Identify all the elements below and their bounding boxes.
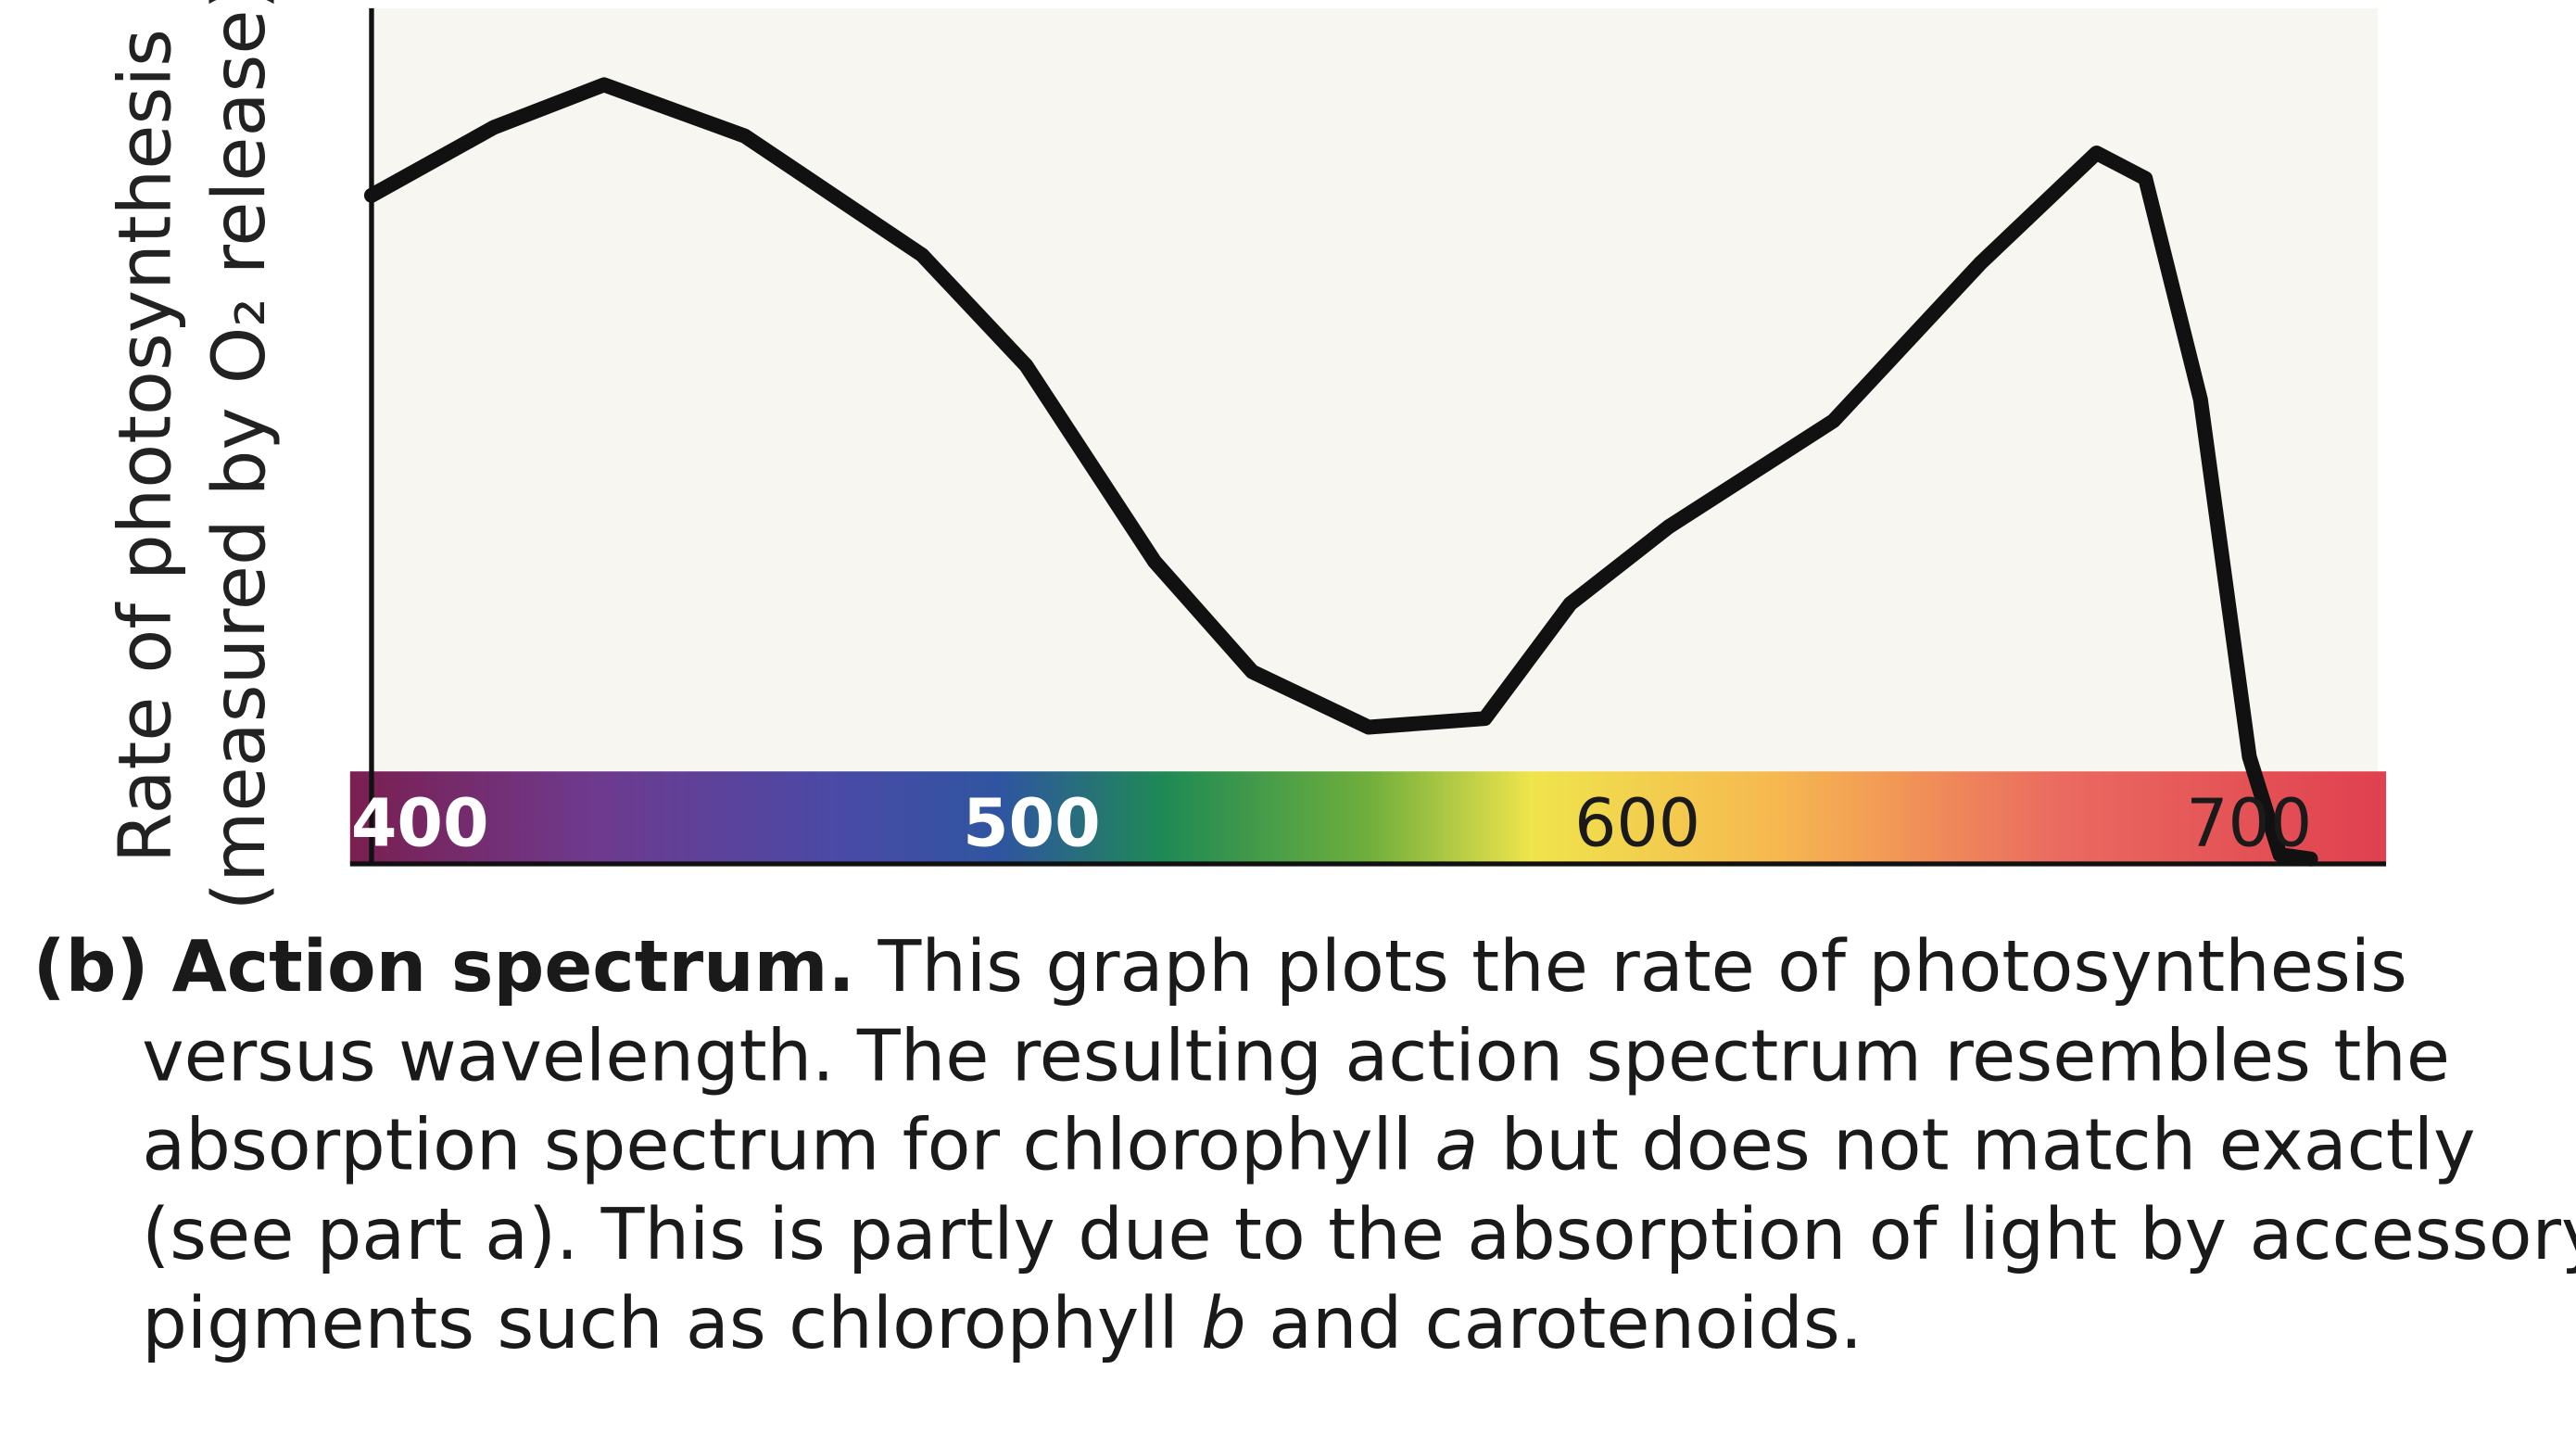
caption-text: b: [1201, 1283, 1246, 1365]
caption-text: (see part a). This is partly due to the …: [142, 1194, 2576, 1276]
caption-text: but does not match exactly: [1478, 1105, 2475, 1187]
caption-text: and carotenoids.: [1246, 1283, 1863, 1365]
caption-line: versus wavelength. The resulting action …: [142, 1015, 2450, 1097]
plot-area: [371, 7, 2379, 772]
caption-line: absorption spectrum for chlorophyll a bu…: [142, 1105, 2475, 1187]
caption-text: versus wavelength. The resulting action …: [142, 1015, 2450, 1097]
marks: [363, 77, 2318, 867]
data-line: [363, 77, 2318, 867]
x-tick-label: 700: [2186, 784, 2312, 861]
caption-text: This graph plots the rate of photosynthe…: [878, 926, 2407, 1008]
x-tick-label: 400: [351, 784, 489, 861]
caption-text: pigments such as chlorophyll: [142, 1283, 1201, 1365]
x-tick-label: 500: [963, 784, 1101, 861]
y-label: Rate of photosynthesis: [104, 29, 188, 863]
x-tick-label: 600: [1574, 784, 1700, 861]
caption-text: a: [1434, 1105, 1478, 1187]
caption-label: (b): [33, 926, 149, 1008]
caption: (b) Action spectrum. This graph plots the …: [33, 926, 2576, 1365]
spectrum-bar: [349, 771, 2387, 865]
caption-heading: Action spectrum.: [171, 926, 854, 1008]
caption-line: pigments such as chlorophyll b and carot…: [142, 1283, 1863, 1365]
caption-line: (b) Action spectrum. This graph plots the …: [33, 926, 2407, 1008]
caption-line: (see part a). This is partly due to the …: [142, 1194, 2576, 1276]
y-label: (measured by O₂ release): [197, 0, 282, 911]
caption-text: absorption spectrum for chlorophyll: [142, 1105, 1434, 1187]
